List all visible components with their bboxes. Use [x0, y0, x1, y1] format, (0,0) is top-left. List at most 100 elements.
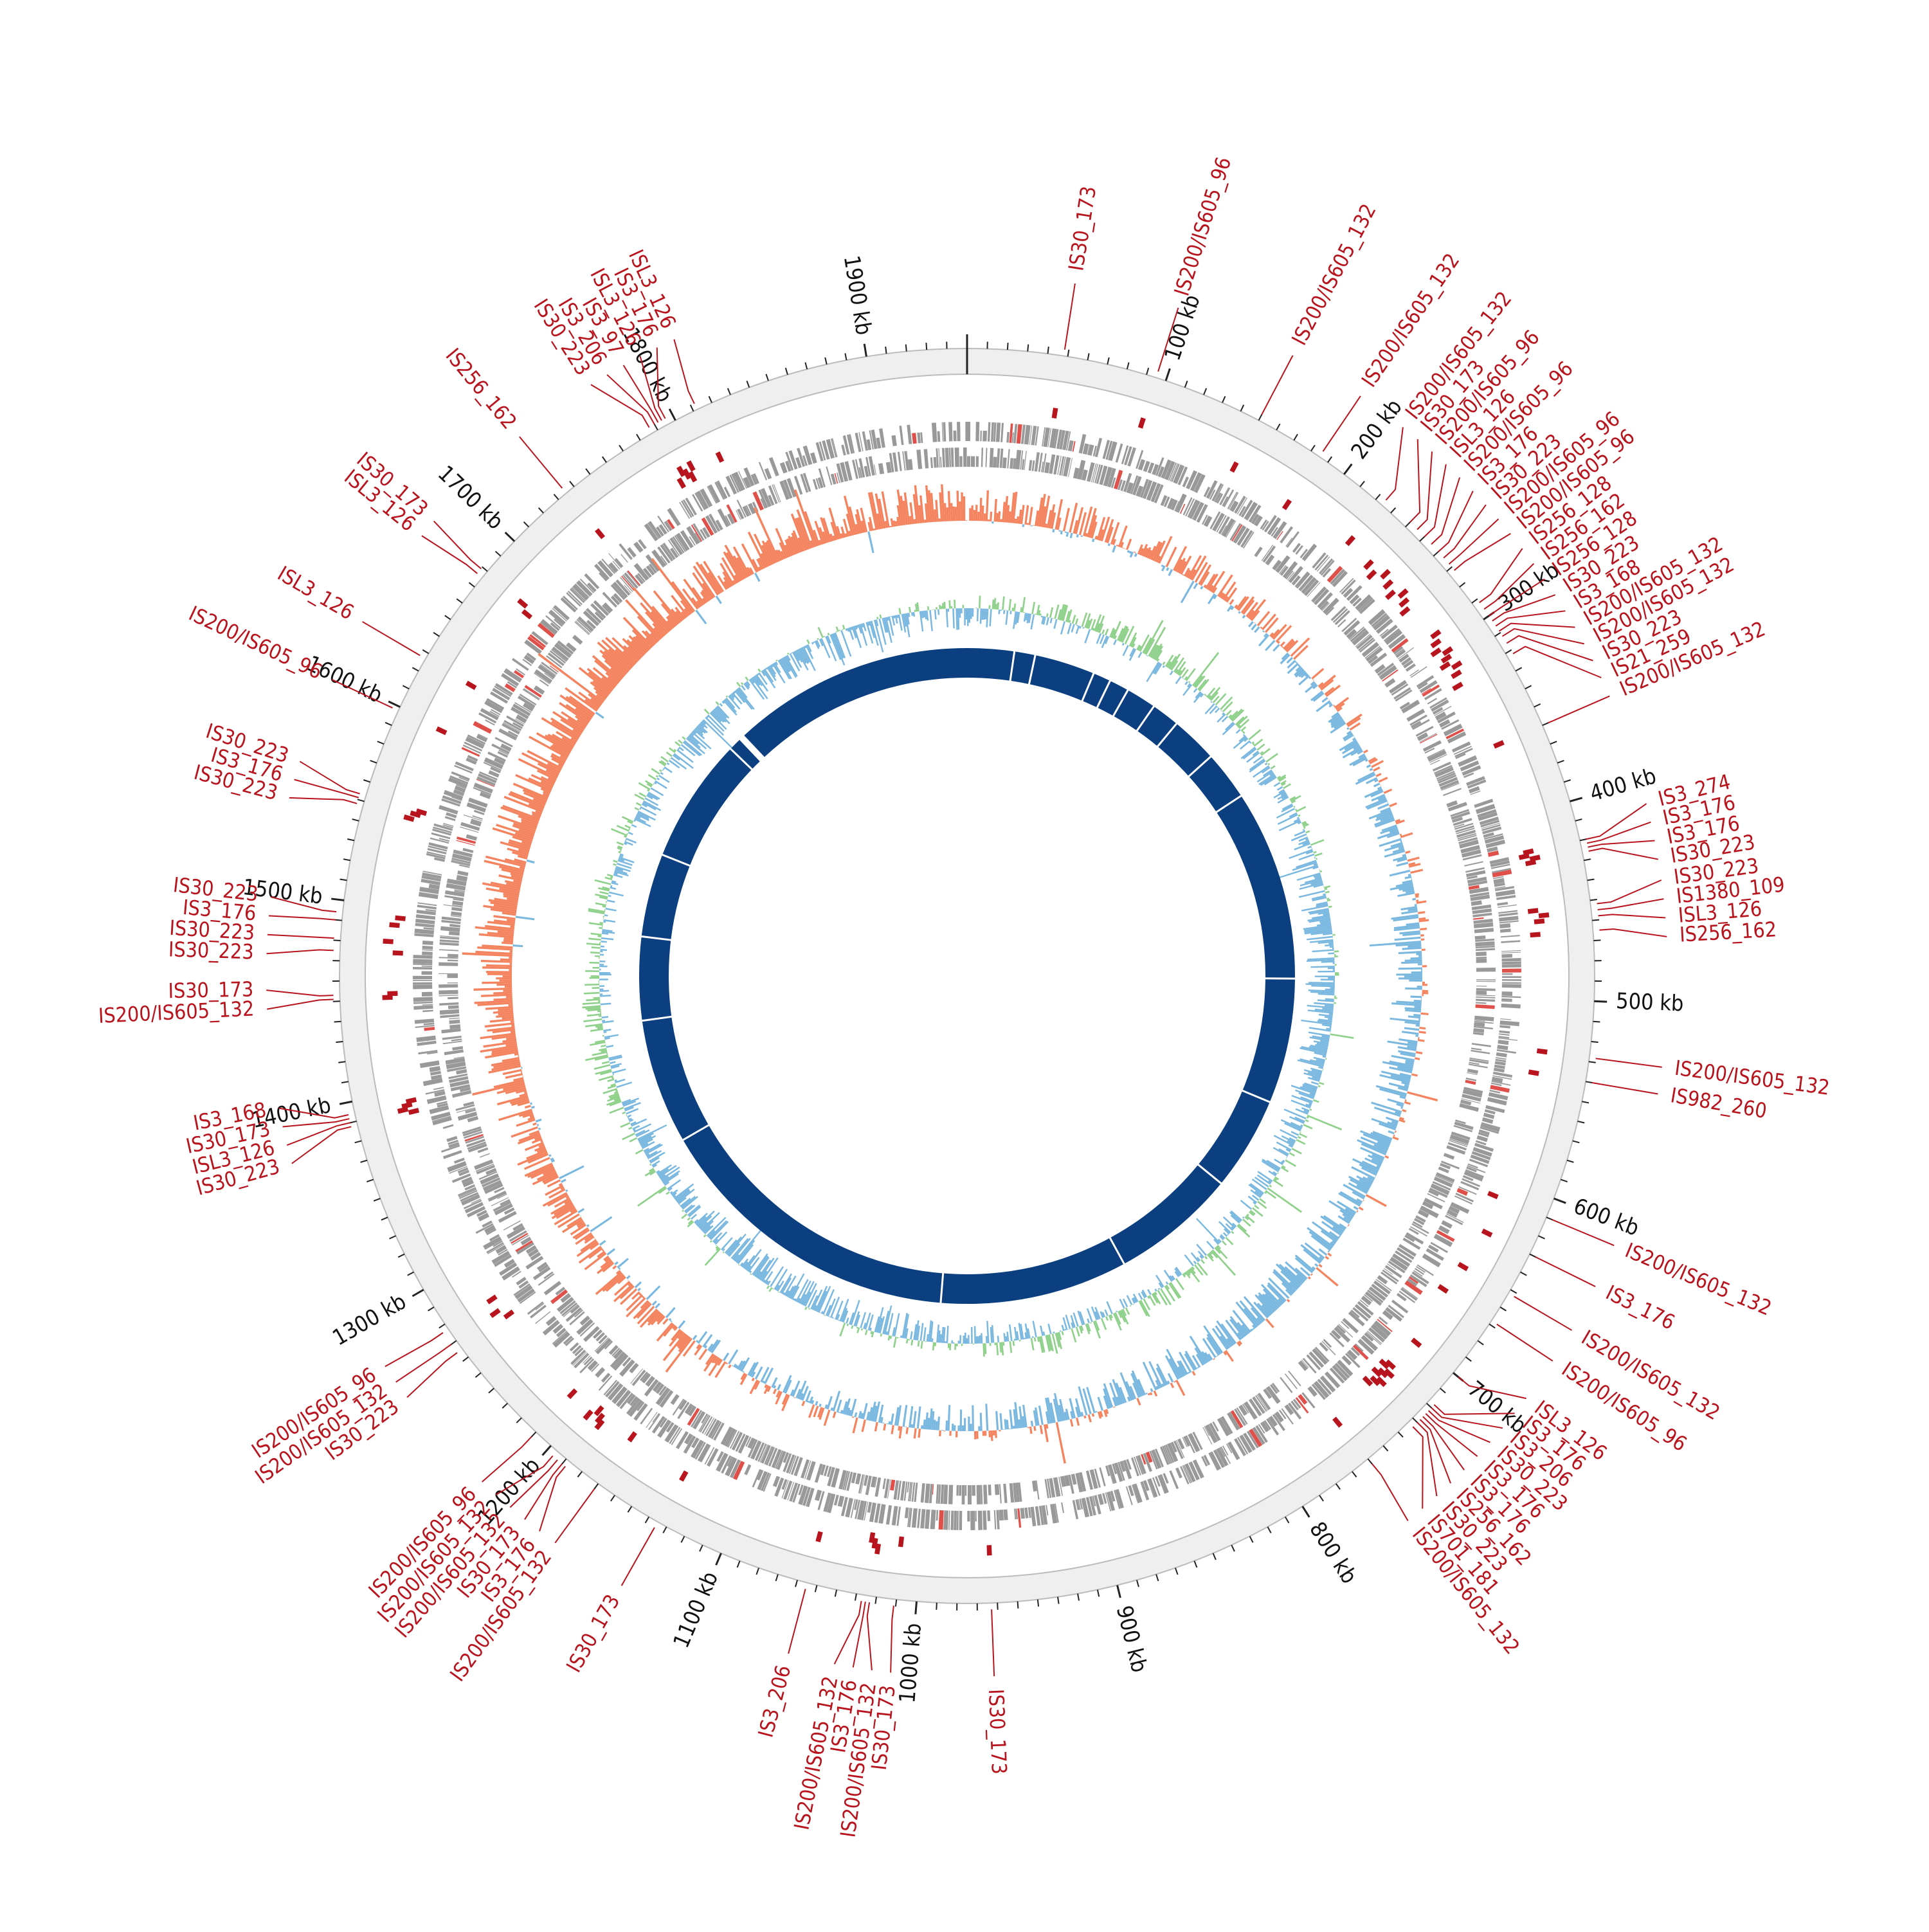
tick-label-100kb: 100 kb — [1159, 291, 1205, 363]
wave-bar — [941, 1430, 943, 1431]
gene-mark — [976, 456, 979, 467]
wave-bar — [591, 933, 602, 935]
gene-mark — [457, 871, 468, 876]
ruler-tick — [805, 363, 807, 370]
wave-bar — [1404, 1027, 1419, 1031]
wave-bar — [1003, 610, 1005, 614]
wave-bar — [1334, 955, 1338, 957]
ruler-tick — [1440, 1388, 1445, 1393]
gene-mark — [988, 1485, 992, 1495]
wave-bar — [1166, 567, 1169, 571]
wave-bar — [1262, 630, 1265, 633]
gene-mark — [413, 997, 433, 1002]
wave-bar — [939, 1431, 941, 1436]
wave-bar — [903, 1405, 908, 1427]
ruler-tick — [381, 1217, 388, 1220]
ruler-tick — [412, 667, 419, 671]
wave-bar — [1410, 957, 1422, 960]
gene-mark — [983, 1510, 986, 1530]
wave-bar — [1095, 1411, 1098, 1413]
wave-bar — [1277, 1172, 1278, 1174]
gene-mark — [983, 431, 987, 442]
ruler-tick — [1156, 1575, 1158, 1581]
wave-bar — [1332, 934, 1336, 936]
wave-bar — [601, 1003, 611, 1006]
wave-bar — [970, 608, 972, 619]
wave-bar — [1123, 645, 1129, 656]
wave-bar — [586, 998, 600, 1001]
gene-mark — [953, 431, 956, 442]
ruler-tick — [1194, 1561, 1197, 1567]
wave-bar — [1019, 1340, 1021, 1342]
wave-bar — [726, 696, 728, 698]
wave-bar — [790, 1274, 804, 1299]
wave-bar — [724, 699, 737, 713]
wave-bar — [773, 1389, 777, 1395]
wave-bar — [971, 1327, 973, 1344]
gene-mark — [448, 982, 458, 984]
gene-mark — [1502, 958, 1521, 962]
wave-bar — [1060, 621, 1065, 635]
gene-mark — [950, 1511, 954, 1530]
ruler-tick — [562, 1459, 566, 1464]
gene-mark — [996, 422, 1001, 442]
is-leader-line — [1424, 464, 1446, 537]
wave-bar — [1267, 763, 1270, 766]
wave-bar — [617, 842, 624, 845]
ruler-tick — [341, 1081, 349, 1083]
is-leader-line — [434, 521, 482, 569]
gene-mark — [1502, 984, 1521, 988]
gene-mark — [1032, 460, 1035, 471]
ruler-tick — [663, 1527, 666, 1533]
is-element-mark — [1363, 559, 1374, 570]
wave-bar — [1212, 1249, 1236, 1276]
wave-bar — [908, 1339, 910, 1341]
wave-bar — [1309, 1032, 1330, 1037]
is-leader-line — [294, 779, 359, 797]
wave-bar — [938, 518, 940, 521]
wave-bar — [737, 688, 755, 710]
is-element-mark — [1399, 606, 1410, 617]
gene-mark — [451, 912, 462, 916]
wave-bar — [1003, 1429, 1005, 1430]
ruler-tick — [1352, 1472, 1357, 1477]
ruler-tick — [1554, 1198, 1566, 1203]
gene-mark — [1471, 900, 1482, 906]
ruler-tick — [505, 532, 514, 541]
is-element-mark — [898, 1537, 904, 1548]
wave-bar — [890, 616, 892, 617]
wave-bar — [622, 845, 623, 847]
wave-bar — [1395, 1130, 1397, 1133]
ruler-tick — [709, 396, 712, 402]
ruler-tick — [1573, 1141, 1580, 1142]
gene-mark — [449, 931, 460, 935]
is-leader-line — [1497, 1324, 1553, 1361]
wave-bar — [510, 963, 512, 965]
ruler-tick — [916, 1602, 917, 1614]
wave-bar — [1166, 546, 1177, 567]
wave-bar — [984, 1431, 987, 1436]
wave-bar — [955, 507, 957, 521]
ruler-tick — [1175, 1568, 1178, 1575]
gene-mark — [1017, 424, 1022, 444]
wave-bar — [607, 899, 615, 903]
gene-mark — [936, 1510, 939, 1521]
is-leader-line — [267, 935, 334, 939]
wave-bar — [609, 1107, 624, 1114]
ruler-tick — [1213, 1553, 1216, 1560]
wave-bar — [1062, 1324, 1065, 1331]
wave-bar — [905, 1426, 907, 1427]
gene-mark — [451, 907, 462, 912]
ruler-tick — [875, 1597, 876, 1604]
wave-bar — [705, 1248, 721, 1266]
gene-mark — [1003, 1510, 1008, 1521]
ruler-tick — [334, 940, 341, 941]
wave-bar — [1366, 1194, 1387, 1207]
is-element-mark — [1451, 669, 1462, 679]
wave-bar — [1009, 1409, 1013, 1429]
wave-bar — [1334, 697, 1349, 709]
wave-bar — [1248, 1196, 1257, 1204]
wave-bar — [637, 1186, 666, 1206]
wave-bar — [898, 1337, 900, 1338]
wave-bar — [1265, 753, 1278, 763]
